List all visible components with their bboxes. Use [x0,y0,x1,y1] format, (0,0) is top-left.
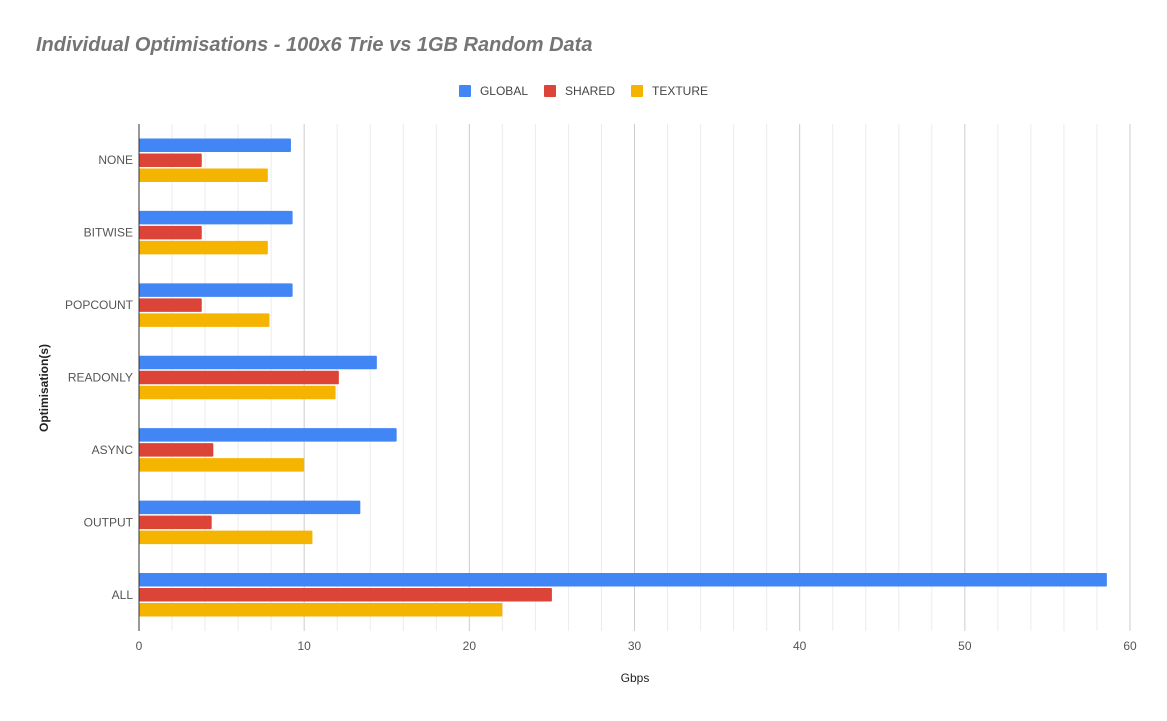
bar-texture-async[interactable] [139,458,305,472]
bar-global-output[interactable] [139,500,361,515]
x-tick-labels: 0 10 20 30 40 50 60 [136,639,1137,653]
legend-swatch-global [458,85,471,97]
bar-texture-readonly[interactable] [139,385,336,400]
bar-shared-bitwise[interactable] [139,225,202,240]
chart-title: Individual Optimisations - 100x6 Trie vs… [36,34,593,56]
bar-texture-all[interactable] [139,603,503,617]
x-tick-label: 0 [136,639,143,653]
y-tick-label: OUTPUT [84,515,134,529]
legend-label-texture: TEXTURE [652,84,709,98]
y-tick-label: ALL [112,588,134,602]
bar-shared-async[interactable] [139,443,214,457]
y-tick-label: BITWISE [84,226,133,240]
legend-label-shared: SHARED [565,84,616,98]
bar-texture-popcount[interactable] [139,313,270,327]
legend-item-texture[interactable]: TEXTURE [631,84,708,98]
bar-texture-none[interactable] [139,168,268,182]
y-tick-label: READONLY [68,371,133,385]
bar-global-bitwise[interactable] [139,210,293,225]
bar-shared-output[interactable] [139,515,212,530]
y-tick-label: NONE [98,153,133,167]
y-tick-label: POPCOUNT [65,298,134,312]
legend-swatch-shared [544,85,556,97]
x-axis-title: Gbps [621,671,650,685]
bar-shared-readonly[interactable] [139,370,339,385]
legend: GLOBAL SHARED TEXTURE [0,84,1167,98]
bar-shared-none[interactable] [139,153,202,167]
legend-label-global: GLOBAL [479,84,528,98]
legend-swatch-texture [631,85,644,97]
x-tick-label: 30 [628,639,642,653]
bar-global-all[interactable] [139,573,1107,587]
x-tick-label: 60 [1123,639,1137,653]
bar-texture-bitwise[interactable] [139,240,268,255]
x-tick-label: 40 [793,639,807,653]
bars [139,138,1107,617]
bar-global-none[interactable] [139,138,291,152]
bar-shared-popcount[interactable] [139,298,202,312]
y-axis-title: Optimisation(s) [37,344,51,432]
bar-shared-all[interactable] [139,588,552,602]
y-tick-label: ASYNC [92,443,134,457]
bar-global-popcount[interactable] [139,283,293,297]
bar-global-async[interactable] [139,428,397,442]
x-tick-label: 50 [958,639,972,653]
x-tick-label: 20 [463,639,477,653]
bar-global-readonly[interactable] [139,355,377,370]
grid [171,124,1131,631]
bar-texture-output[interactable] [139,530,313,545]
legend-item-global[interactable]: GLOBAL [458,84,528,98]
y-tick-labels: NONE BITWISE POPCOUNT READONLY ASYNC OUTPUT AL… [65,153,134,602]
legend-item-shared[interactable]: SHARED [544,84,615,98]
x-tick-label: 10 [297,639,311,653]
